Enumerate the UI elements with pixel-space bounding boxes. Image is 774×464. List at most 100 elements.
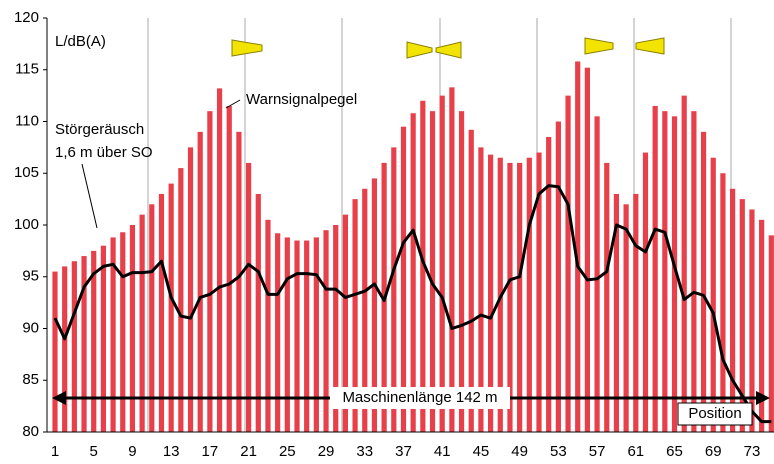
bar	[62, 266, 68, 432]
bar	[149, 204, 155, 432]
bar	[304, 240, 310, 432]
y-tick-label: 80	[22, 423, 39, 440]
bar	[216, 88, 223, 432]
speaker	[231, 39, 263, 57]
x-tick-label: 1	[51, 443, 59, 460]
bar	[110, 237, 116, 432]
x-tick-label: 49	[511, 443, 528, 460]
x-tick-label: 5	[90, 443, 98, 460]
bar	[352, 199, 358, 432]
y-tick-label: 100	[14, 216, 39, 233]
x-tick-label: 17	[202, 443, 219, 460]
x-tick-label: 57	[589, 443, 606, 460]
bar	[420, 100, 426, 433]
x-tick-label: 13	[163, 443, 180, 460]
annotation-box	[677, 402, 753, 426]
bar	[730, 188, 736, 432]
bar	[652, 105, 658, 432]
bar	[517, 162, 523, 432]
y-tick-label: 90	[22, 319, 39, 336]
bar	[749, 209, 755, 432]
bar	[178, 168, 184, 432]
x-tick-label: 21	[240, 443, 257, 460]
bar	[91, 250, 97, 432]
x-tick-label: 41	[434, 443, 451, 460]
x-tick-label: 69	[705, 443, 722, 460]
bar	[236, 131, 242, 432]
length-arrow	[52, 387, 770, 409]
y-tick-label: 110	[15, 112, 39, 129]
y-tick-label: 95	[22, 268, 39, 285]
bar	[71, 261, 77, 432]
bar	[488, 154, 494, 432]
bar	[759, 219, 765, 432]
bar	[662, 111, 668, 433]
bar	[158, 193, 165, 432]
bar	[226, 105, 232, 432]
bar	[546, 137, 552, 432]
bar	[362, 188, 368, 432]
bar	[439, 95, 445, 432]
x-tick-label: 37	[395, 443, 412, 460]
speaker	[435, 41, 462, 59]
y-tick-label: 115	[15, 61, 39, 78]
bar	[265, 219, 271, 432]
bar	[313, 237, 319, 432]
annotation: Maschinenlänge 142 m	[342, 389, 497, 406]
bar	[623, 204, 629, 432]
bar	[565, 95, 571, 432]
bar	[536, 152, 542, 433]
bar	[400, 126, 407, 433]
bar	[671, 116, 678, 432]
bar	[429, 111, 436, 433]
bar	[52, 271, 58, 432]
bar	[129, 225, 136, 432]
bar	[739, 199, 745, 432]
bar	[526, 157, 532, 432]
y-tick-label: 120	[14, 9, 39, 26]
bar	[255, 193, 261, 432]
bar	[449, 87, 455, 432]
speaker	[584, 37, 614, 55]
x-tick-label: 53	[550, 443, 567, 460]
y-axis-label: L/dB(A)	[55, 33, 106, 50]
x-tick-label: 29	[318, 443, 335, 460]
bar	[246, 162, 252, 432]
bar	[720, 173, 726, 432]
x-tick-label: 73	[744, 443, 761, 460]
speaker	[635, 37, 665, 55]
y-tick-label: 85	[22, 371, 39, 388]
x-tick-label: 33	[356, 443, 373, 460]
bar	[342, 214, 348, 432]
bar	[371, 178, 378, 432]
bar	[120, 232, 126, 432]
bar	[168, 183, 174, 432]
bar	[691, 111, 697, 433]
bar	[604, 162, 610, 432]
x-tick-label: 9	[128, 443, 136, 460]
bar	[613, 193, 620, 432]
bar	[100, 245, 106, 432]
bar	[584, 67, 590, 433]
bar	[575, 61, 581, 432]
bar	[507, 162, 513, 432]
bar	[333, 225, 339, 432]
bar	[187, 147, 194, 432]
series-label: Warnsignalpegel	[246, 91, 357, 108]
bar	[81, 256, 87, 432]
annotation: Position	[688, 405, 741, 422]
bar	[594, 116, 600, 432]
x-tick-label: 65	[666, 443, 683, 460]
bar	[207, 111, 213, 433]
x-tick-label: 25	[279, 443, 296, 460]
x-tick-label: 45	[473, 443, 490, 460]
bar	[458, 111, 465, 433]
bar	[768, 235, 774, 432]
y-tick-label: 105	[14, 164, 39, 181]
series-label: 1,6 m über SO	[55, 144, 153, 161]
series-label: Störgeräusch	[55, 121, 144, 138]
bar	[275, 233, 281, 432]
bar	[197, 131, 203, 432]
bar	[681, 95, 687, 432]
